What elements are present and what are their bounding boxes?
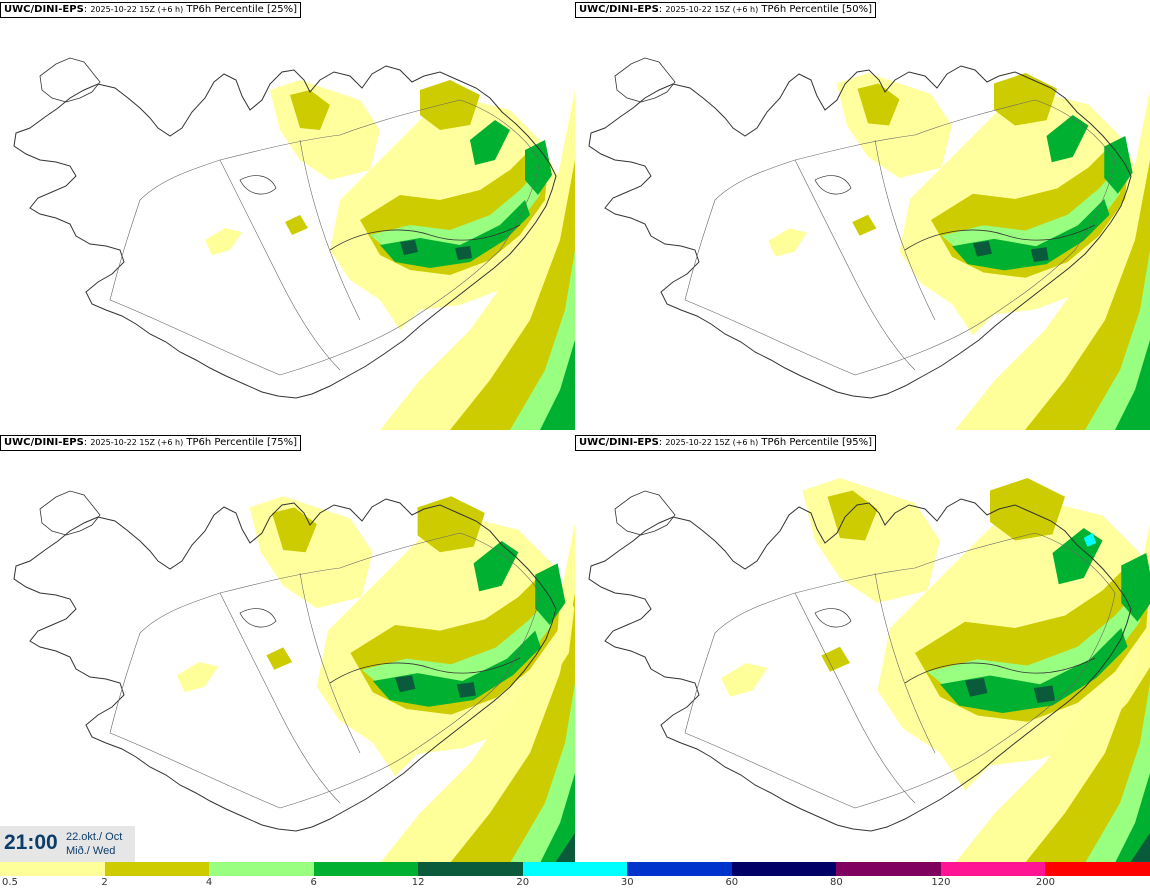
- glacier-outline: [329, 224, 521, 251]
- colorbar-segment: [313, 862, 419, 876]
- valid-time-box: 21:00 22.okt./ Oct Mið./ Wed: [0, 826, 135, 862]
- precip-ocean-bands: [955, 90, 1150, 430]
- colorbar-segment: [940, 862, 1046, 876]
- colorbar-segment: [418, 862, 523, 876]
- colorbar-label: 12: [411, 877, 425, 888]
- valid-date-line1: 22.okt./ Oct: [66, 831, 123, 843]
- precip-ocean-bands: [380, 90, 575, 430]
- glacier-outline: [329, 657, 521, 684]
- westfjords-outline: [614, 490, 676, 536]
- glacier-outline: [239, 175, 277, 195]
- colorbar-label: 4: [205, 877, 213, 888]
- glacier-outline: [814, 175, 852, 195]
- model-name: UWC/DINI-EPS: [579, 437, 659, 448]
- precip-map: [588, 57, 1150, 430]
- road-network: [684, 532, 1116, 809]
- model-name: UWC/DINI-EPS: [4, 437, 84, 448]
- iceland-coastline: [588, 65, 1132, 399]
- colorbar-segment: [209, 862, 314, 876]
- valid-time: 21:00: [4, 831, 58, 854]
- colorbar-segment: [731, 862, 837, 876]
- field-name: TP6h Percentile [95%]: [761, 437, 872, 448]
- field-name: TP6h Percentile [50%]: [761, 4, 872, 15]
- road-network: [684, 99, 1116, 376]
- colorbar-label: 60: [725, 877, 739, 888]
- field-name: TP6h Percentile [75%]: [186, 437, 297, 448]
- map-panel-p95: UWC/DINI-EPS: 2025-10-22 15Z (+6 h) TP6h…: [575, 433, 1150, 863]
- colorbar-label: 30: [620, 877, 634, 888]
- road-network: [109, 99, 541, 376]
- westfjords-outline: [39, 57, 101, 103]
- run-time: 2025-10-22 15Z (+6 h): [665, 438, 759, 447]
- colorbar-label: 0.5: [2, 877, 18, 888]
- glacier-outline: [904, 224, 1096, 251]
- panel-title: UWC/DINI-EPS: 2025-10-22 15Z (+6 h) TP6h…: [575, 2, 876, 18]
- colorbar-label: 120: [931, 877, 951, 888]
- map-panel-p75: UWC/DINI-EPS: 2025-10-22 15Z (+6 h) TP6h…: [0, 433, 575, 863]
- iceland-coastline: [588, 498, 1132, 832]
- colorbar-segment: [836, 862, 941, 876]
- model-name: UWC/DINI-EPS: [4, 4, 84, 15]
- colorbar-segment: [522, 862, 628, 876]
- field-name: TP6h Percentile [25%]: [186, 4, 297, 15]
- colorbar-segment: [104, 862, 210, 876]
- valid-date-line2: Mið./ Wed: [66, 845, 116, 857]
- map-panel-p50: UWC/DINI-EPS: 2025-10-22 15Z (+6 h) TP6h…: [575, 0, 1150, 430]
- colorbar-label: 200: [1035, 877, 1055, 888]
- precip-land-shading: [768, 73, 1141, 336]
- glacier-outline: [814, 608, 852, 628]
- westfjords-outline: [39, 490, 101, 536]
- colorbar-segment: [0, 862, 105, 876]
- colorbar-label: 20: [516, 877, 530, 888]
- westfjords-outline: [614, 57, 676, 103]
- colorbar-label: 2: [101, 877, 108, 888]
- colorbar: [0, 862, 1150, 876]
- precip-map: [588, 478, 1150, 863]
- colorbar-label: 6: [310, 877, 317, 888]
- map-panel-p25: UWC/DINI-EPS: 2025-10-22 15Z (+6 h) TP6h…: [0, 0, 575, 430]
- run-time: 2025-10-22 15Z (+6 h): [90, 438, 184, 447]
- panel-title: UWC/DINI-EPS: 2025-10-22 15Z (+6 h) TP6h…: [0, 435, 301, 451]
- precip-map: [13, 57, 575, 430]
- iceland-coastline: [13, 65, 557, 399]
- precip-ocean-bands: [955, 523, 1150, 863]
- iceland-coastline: [13, 498, 557, 832]
- glacier-outline: [239, 608, 277, 628]
- colorbar-labels: 0.5 2 4 6 12 20 30 60 80 120 200: [0, 876, 1150, 891]
- colorbar-segment: [1045, 862, 1150, 876]
- precip-ocean-bands: [380, 523, 575, 863]
- panel-title: UWC/DINI-EPS: 2025-10-22 15Z (+6 h) TP6h…: [0, 2, 301, 18]
- valid-date: 22.okt./ Oct Mið./ Wed: [66, 830, 122, 858]
- run-time: 2025-10-22 15Z (+6 h): [90, 5, 184, 14]
- precip-map: [13, 490, 575, 863]
- precip-land-shading: [205, 80, 560, 330]
- glacier-outline: [904, 657, 1096, 684]
- colorbar-segment: [627, 862, 732, 876]
- precip-land-shading: [721, 478, 1150, 791]
- model-name: UWC/DINI-EPS: [579, 4, 659, 15]
- panel-title: UWC/DINI-EPS: 2025-10-22 15Z (+6 h) TP6h…: [575, 435, 876, 451]
- run-time: 2025-10-22 15Z (+6 h): [665, 5, 759, 14]
- colorbar-label: 80: [829, 877, 843, 888]
- road-network: [109, 532, 541, 809]
